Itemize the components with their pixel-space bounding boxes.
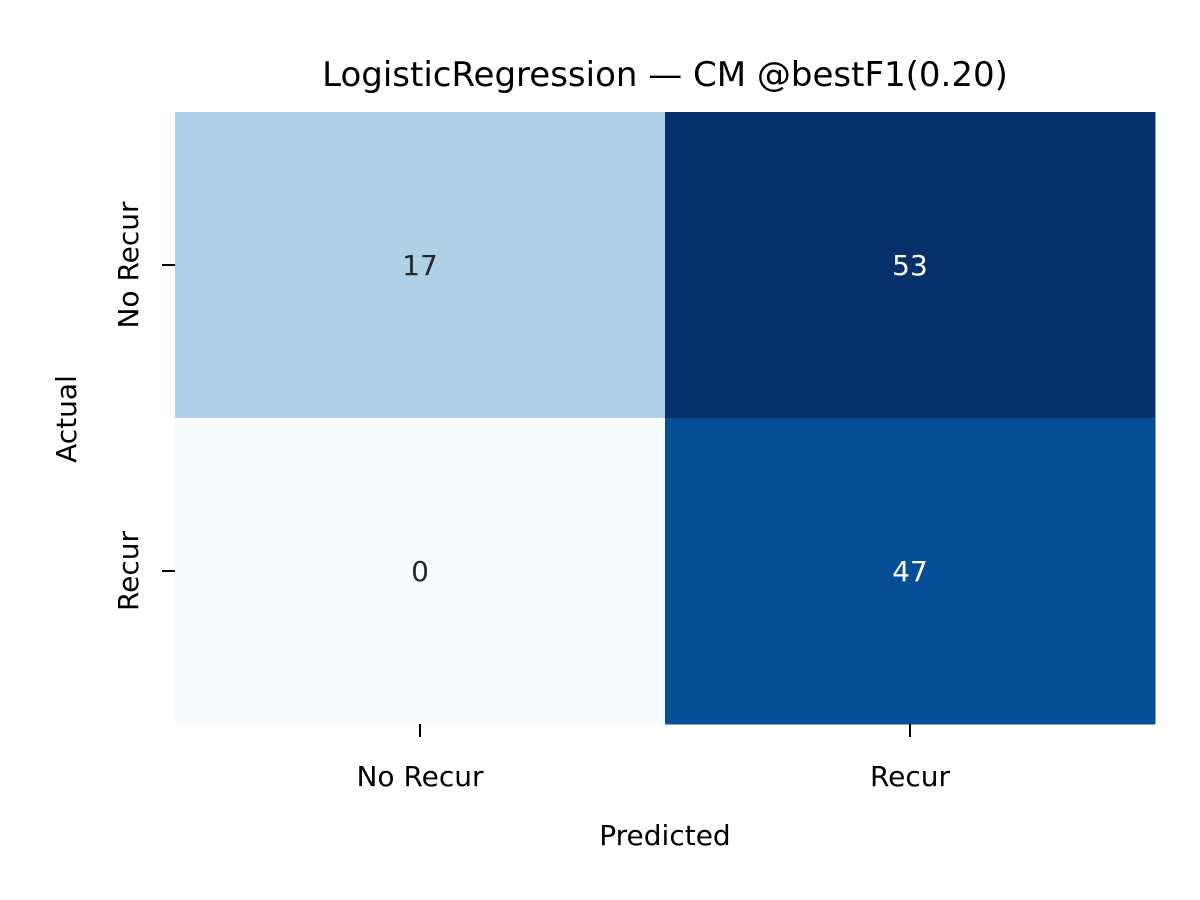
y-axis-label: Actual [50, 375, 83, 463]
chart-title: LogisticRegression — CM @bestF1(0.20) [322, 55, 1008, 95]
heatmap-cell [175, 112, 666, 419]
heatmap-cell [175, 418, 666, 725]
x-tick-label: Recur [870, 760, 951, 793]
cell-value-label: 17 [402, 249, 438, 282]
heatmap-cell-labels: 17 53 0 47 [402, 249, 928, 588]
heatmap-cell [665, 112, 1156, 419]
cell-value-label: 53 [892, 249, 928, 282]
heatmap-cell [665, 418, 1156, 725]
y-axis-ticks: No Recur Recur [112, 201, 175, 611]
x-axis-label: Predicted [599, 819, 730, 852]
cell-value-label: 47 [892, 555, 928, 588]
heatmap-cells [175, 112, 1156, 725]
y-tick-label: No Recur [112, 201, 145, 329]
y-tick-label: Recur [112, 530, 145, 611]
cell-value-label: 0 [411, 555, 429, 588]
x-axis-ticks: No Recur Recur [356, 724, 951, 793]
x-tick-label: No Recur [356, 760, 484, 793]
